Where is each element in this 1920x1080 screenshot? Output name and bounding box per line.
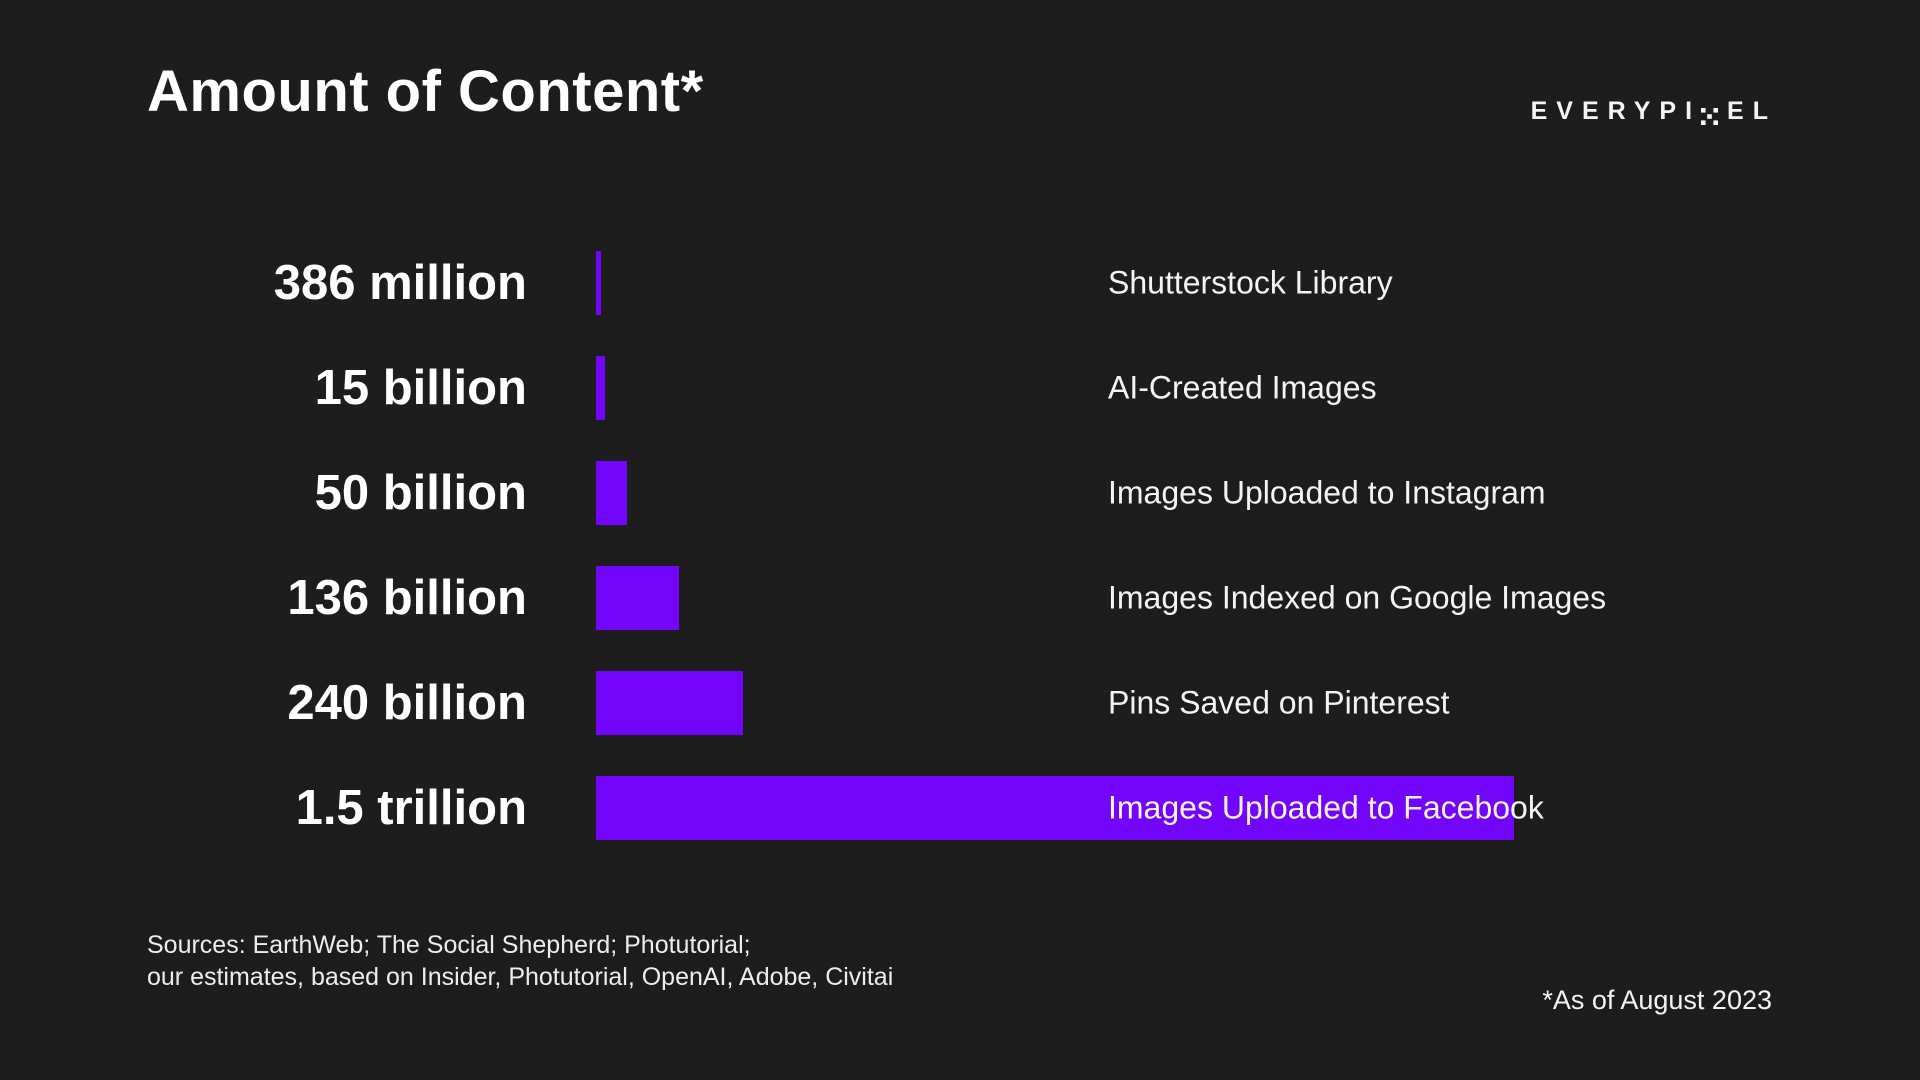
- bar: [596, 775, 1514, 840]
- bar-value-label: 136 billion: [287, 570, 527, 625]
- chart-row: 386 million Shutterstock Library: [147, 230, 1847, 335]
- sources-note: Sources: EarthWeb; The Social Shepherd; …: [147, 930, 893, 993]
- chart-row: 1.5 trillion Images Uploaded to Facebook: [147, 755, 1847, 860]
- bar-category-label: Images Uploaded to Instagram: [1108, 474, 1546, 510]
- everypixel-logo: EVERYPI EL: [1531, 97, 1777, 126]
- bar-category-label: Pins Saved on Pinterest: [1108, 684, 1450, 720]
- bar-category-label: Images Uploaded to Facebook: [1108, 789, 1544, 825]
- bar: [596, 355, 606, 420]
- bar-category-label: AI-Created Images: [1108, 369, 1377, 405]
- as-of-date-note: *As of August 2023: [1542, 985, 1772, 1015]
- bar-value-label: 386 million: [273, 255, 527, 310]
- logo-text-right: EL: [1727, 97, 1777, 125]
- sources-line-2: our estimates, based on Insider, Photuto…: [147, 962, 894, 991]
- chart-row: 15 billion AI-Created Images: [147, 335, 1847, 440]
- bar-chart: 386 million Shutterstock Library 15 bill…: [147, 230, 1847, 860]
- page-title: Amount of Content*: [147, 59, 704, 124]
- bar-category-label: Images Indexed on Google Images: [1108, 579, 1607, 615]
- chart-row: 240 billion Pins Saved on Pinterest: [147, 650, 1847, 755]
- bar: [596, 250, 601, 315]
- bar: [596, 460, 627, 525]
- bar: [596, 670, 743, 735]
- bar-value-label: 50 billion: [314, 465, 527, 520]
- bar-value-label: 1.5 trillion: [295, 780, 527, 835]
- bar: [596, 565, 680, 630]
- pixelated-x-icon: [1701, 103, 1719, 125]
- bar-category-label: Shutterstock Library: [1108, 264, 1393, 300]
- chart-row: 50 billion Images Uploaded to Instagram: [147, 440, 1847, 545]
- bar-value-label: 240 billion: [287, 675, 527, 730]
- bar-value-label: 15 billion: [314, 360, 527, 415]
- logo-text-left: EVERYPI: [1530, 97, 1702, 125]
- sources-line-1: Sources: EarthWeb; The Social Shepherd; …: [147, 931, 751, 959]
- chart-row: 136 billion Images Indexed on Google Ima…: [147, 545, 1847, 650]
